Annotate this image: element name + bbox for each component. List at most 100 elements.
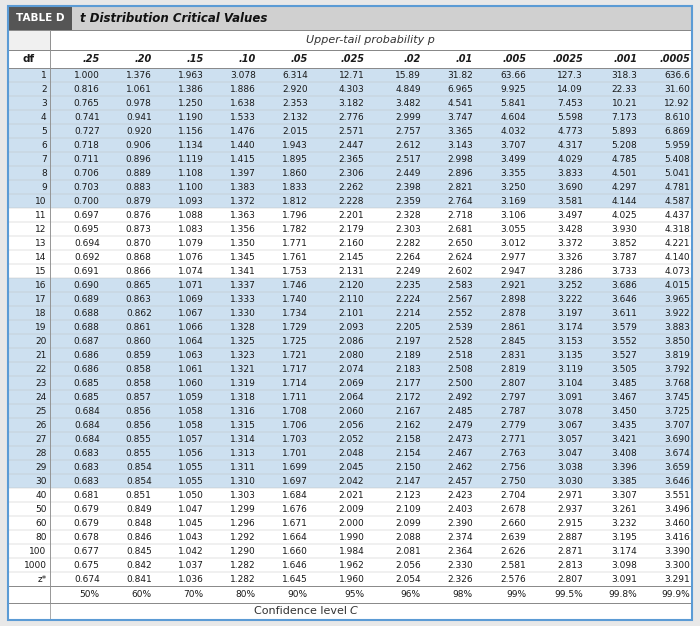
Text: 2.197: 2.197 bbox=[395, 337, 421, 346]
Text: 1.000: 1.000 bbox=[74, 71, 99, 80]
Text: 1.714: 1.714 bbox=[282, 379, 308, 387]
Bar bbox=[8, 572, 692, 586]
Text: 1.963: 1.963 bbox=[178, 71, 204, 80]
Text: .001: .001 bbox=[613, 54, 637, 64]
Text: 2.228: 2.228 bbox=[339, 197, 365, 205]
Text: 1.708: 1.708 bbox=[282, 406, 308, 416]
Text: 2.326: 2.326 bbox=[447, 575, 473, 583]
Text: 19: 19 bbox=[35, 322, 47, 332]
Text: 1.045: 1.045 bbox=[178, 518, 204, 528]
Text: 1.860: 1.860 bbox=[282, 168, 308, 178]
Text: 4.587: 4.587 bbox=[664, 197, 690, 205]
Text: 0.765: 0.765 bbox=[74, 98, 99, 108]
Bar bbox=[8, 68, 692, 82]
Text: 2.353: 2.353 bbox=[282, 98, 308, 108]
Text: 1.337: 1.337 bbox=[230, 280, 256, 289]
Text: 3.428: 3.428 bbox=[557, 225, 583, 233]
Text: 1.960: 1.960 bbox=[339, 575, 365, 583]
Text: 13: 13 bbox=[35, 239, 47, 247]
Text: 0.694: 0.694 bbox=[74, 239, 99, 247]
Text: 25: 25 bbox=[35, 406, 47, 416]
Text: 6.965: 6.965 bbox=[447, 85, 473, 93]
Text: 2.205: 2.205 bbox=[395, 322, 421, 332]
Text: .01: .01 bbox=[456, 54, 473, 64]
Text: 2.262: 2.262 bbox=[339, 183, 365, 192]
Text: 2.109: 2.109 bbox=[395, 505, 421, 513]
Text: 3.450: 3.450 bbox=[612, 406, 637, 416]
Text: 0.858: 0.858 bbox=[126, 364, 152, 374]
Text: 3.707: 3.707 bbox=[500, 140, 526, 150]
Text: 2.282: 2.282 bbox=[395, 239, 421, 247]
Text: 2.776: 2.776 bbox=[339, 113, 365, 121]
Text: 3.499: 3.499 bbox=[500, 155, 526, 163]
Text: 1.313: 1.313 bbox=[230, 448, 256, 458]
Text: 2.920: 2.920 bbox=[282, 85, 308, 93]
Text: 6.869: 6.869 bbox=[664, 126, 690, 135]
Text: 4.501: 4.501 bbox=[612, 168, 637, 178]
Text: 1.833: 1.833 bbox=[282, 183, 308, 192]
Text: 3.057: 3.057 bbox=[557, 434, 583, 443]
Text: 0.856: 0.856 bbox=[126, 421, 152, 429]
Text: 4.140: 4.140 bbox=[664, 252, 690, 262]
Text: 3.355: 3.355 bbox=[500, 168, 526, 178]
Text: 1.079: 1.079 bbox=[178, 239, 204, 247]
Bar bbox=[8, 194, 692, 208]
Text: 3.581: 3.581 bbox=[557, 197, 583, 205]
Text: 2.500: 2.500 bbox=[447, 379, 473, 387]
Text: 40: 40 bbox=[35, 491, 47, 500]
Text: 1.058: 1.058 bbox=[178, 406, 204, 416]
Text: 0.687: 0.687 bbox=[74, 337, 99, 346]
Text: 0.851: 0.851 bbox=[126, 491, 152, 500]
Text: 2.328: 2.328 bbox=[395, 210, 421, 220]
Text: 0.727: 0.727 bbox=[74, 126, 99, 135]
Text: 1.056: 1.056 bbox=[178, 448, 204, 458]
Text: 2.878: 2.878 bbox=[500, 309, 526, 317]
Text: 2.845: 2.845 bbox=[500, 337, 526, 346]
Text: 1.314: 1.314 bbox=[230, 434, 256, 443]
Text: 1.055: 1.055 bbox=[178, 463, 204, 471]
Text: 3.078: 3.078 bbox=[557, 406, 583, 416]
Text: 2.457: 2.457 bbox=[447, 476, 473, 486]
Text: 4.785: 4.785 bbox=[612, 155, 637, 163]
Text: 3.930: 3.930 bbox=[611, 225, 637, 233]
Text: 3.119: 3.119 bbox=[557, 364, 583, 374]
Text: 2.179: 2.179 bbox=[339, 225, 365, 233]
Text: TABLE D: TABLE D bbox=[15, 13, 64, 23]
Text: 4.029: 4.029 bbox=[557, 155, 583, 163]
Text: 0.697: 0.697 bbox=[74, 210, 99, 220]
Bar bbox=[8, 390, 692, 404]
Text: 30: 30 bbox=[35, 476, 47, 486]
Text: .0025: .0025 bbox=[552, 54, 583, 64]
Text: 80: 80 bbox=[35, 533, 47, 541]
Text: 0.683: 0.683 bbox=[74, 463, 99, 471]
Text: 31.82: 31.82 bbox=[447, 71, 473, 80]
Text: 0.677: 0.677 bbox=[74, 546, 99, 555]
Bar bbox=[8, 152, 692, 166]
Text: 5: 5 bbox=[41, 126, 47, 135]
Text: 2.054: 2.054 bbox=[395, 575, 421, 583]
Text: 2.000: 2.000 bbox=[339, 518, 365, 528]
Text: 100: 100 bbox=[29, 546, 47, 555]
Text: 1.066: 1.066 bbox=[178, 322, 204, 332]
Text: 0.883: 0.883 bbox=[126, 183, 152, 192]
Text: 1.703: 1.703 bbox=[282, 434, 308, 443]
Bar bbox=[8, 460, 692, 474]
Text: 2.390: 2.390 bbox=[447, 518, 473, 528]
Text: 4.221: 4.221 bbox=[664, 239, 690, 247]
Bar bbox=[8, 124, 692, 138]
Text: 2.081: 2.081 bbox=[395, 546, 421, 555]
Text: 2.093: 2.093 bbox=[339, 322, 365, 332]
Text: 28: 28 bbox=[35, 448, 47, 458]
Text: 2.602: 2.602 bbox=[447, 267, 473, 275]
Text: 3.012: 3.012 bbox=[500, 239, 526, 247]
Text: 2.074: 2.074 bbox=[339, 364, 365, 374]
Text: 22: 22 bbox=[36, 364, 47, 374]
Text: 2.021: 2.021 bbox=[339, 491, 365, 500]
Text: 1.042: 1.042 bbox=[178, 546, 204, 555]
Text: 3.153: 3.153 bbox=[557, 337, 583, 346]
Bar bbox=[8, 362, 692, 376]
Text: Upper-tail probability p: Upper-tail probability p bbox=[307, 35, 435, 45]
Text: 27: 27 bbox=[35, 434, 47, 443]
Text: 2.123: 2.123 bbox=[395, 491, 421, 500]
Text: 1.397: 1.397 bbox=[230, 168, 256, 178]
